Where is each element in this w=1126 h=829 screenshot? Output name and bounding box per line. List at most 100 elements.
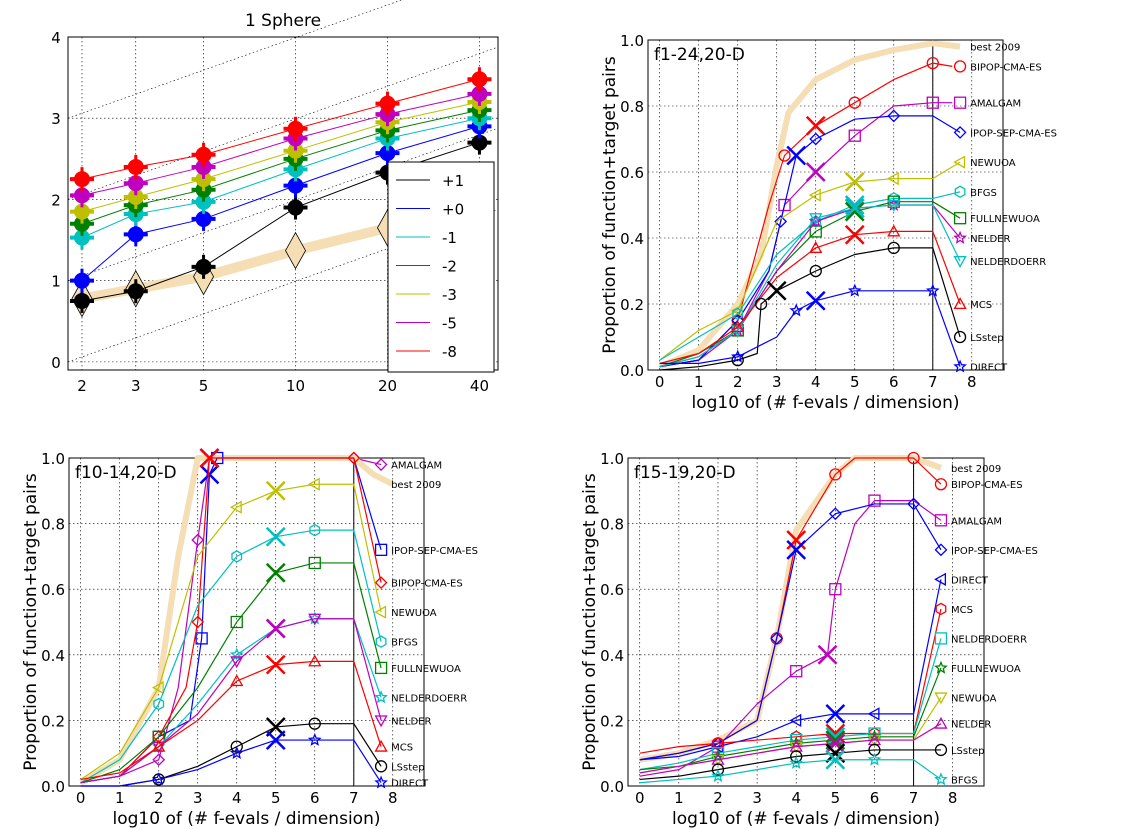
best-2009-curve [639, 455, 942, 763]
legend-marker [374, 543, 388, 556]
curve-marker [848, 96, 861, 109]
y-tick-label: 0.0 [41, 778, 65, 796]
ecdf-curve [80, 483, 382, 780]
legend-marker [374, 690, 388, 704]
curve-marker [828, 507, 842, 521]
reference-diagonal [67, 0, 403, 119]
x-axis-label: log10 of (# f-evals / dimension) [672, 809, 940, 829]
best-2009-marker [285, 231, 306, 270]
data-point [195, 210, 212, 227]
x-tick-label: 1 [115, 789, 125, 807]
ecdf-curve [659, 201, 961, 368]
data-point [287, 199, 304, 216]
legend-marker [934, 572, 947, 586]
legend-marker [934, 514, 948, 527]
series-label: NELDERDOERR [951, 634, 1027, 645]
series-label: AMALGAM [391, 461, 442, 472]
y-tick-label: 2 [51, 191, 61, 209]
y-tick-label: 3 [51, 110, 61, 128]
plot-frame [68, 457, 425, 787]
x-axis-label: log10 of (# f-evals / dimension) [692, 393, 960, 413]
y-tick-label: 0.0 [600, 778, 624, 796]
ecdf-curve [80, 660, 382, 781]
curve-marker [230, 656, 244, 669]
series-label: DIRECT [391, 779, 429, 790]
plot-frame [627, 457, 985, 787]
y-tick-label: 4 [51, 29, 61, 47]
ecdf-curve [639, 723, 942, 774]
ecdf-curve [659, 290, 961, 367]
curve-marker [926, 96, 939, 109]
x-tick-label: 40 [470, 377, 489, 395]
y-axis-label: Proportion of function+target pairs [600, 56, 620, 354]
legend-label: -5 [442, 315, 457, 333]
curve-marker [829, 583, 842, 596]
series-label: NELDERDOERR [970, 257, 1046, 268]
series-label: BFGS [391, 638, 418, 649]
series-label: NELDER [970, 234, 1010, 245]
curve-marker [809, 241, 823, 253]
series-label: MCS [970, 300, 992, 311]
x-tick-label: 8 [388, 789, 398, 807]
legend-marker [934, 716, 948, 729]
data-point [195, 193, 212, 210]
curve-marker [809, 225, 822, 238]
data-point [73, 229, 90, 246]
series-label: BIPOP-CMA-ES [970, 62, 1042, 73]
legend-marker [953, 96, 967, 109]
x-tick-label: 4 [811, 373, 821, 391]
series-label: FULLNEWUOA [391, 664, 461, 675]
series-label: IPOP-SEP-CMA-ES [970, 128, 1057, 139]
curve-marker [778, 198, 791, 212]
best-2009-curve [79, 455, 395, 786]
x-tick-label: 1 [674, 789, 684, 807]
curve-marker [847, 283, 862, 297]
curve-marker [308, 717, 321, 730]
series-label: LSstep [951, 746, 985, 757]
x-tick-label: 0 [655, 373, 665, 391]
ecdf-curve [80, 739, 382, 787]
curve-marker [195, 632, 208, 645]
panel-title: f10-14,20-D [75, 463, 177, 483]
legend-marker [934, 692, 948, 705]
median-cross-marker [825, 733, 846, 754]
y-tick-label: 0.4 [41, 647, 65, 665]
x-tick-label: 5 [271, 789, 281, 807]
curve-marker [789, 736, 804, 750]
curve-marker [151, 772, 166, 786]
series-label: BFGS [970, 188, 997, 199]
ecdf-curve [639, 579, 942, 761]
data-point [287, 177, 304, 194]
ecdf-curve [80, 618, 382, 784]
x-tick-label: 1 [694, 373, 704, 391]
x-tick-label: 20 [378, 377, 397, 395]
curve-marker [809, 132, 823, 146]
series-label: NEWUOA [951, 693, 997, 704]
reference-diagonal [67, 46, 499, 200]
series-label: NELDER [951, 720, 991, 731]
x-tick-label: 3 [193, 789, 203, 807]
series-line [81, 78, 480, 180]
legend-marker [953, 256, 967, 268]
x-tick-label: 0 [635, 789, 645, 807]
curve-marker [230, 615, 243, 629]
series-label: NEWUOA [970, 158, 1016, 169]
curve-marker [887, 109, 901, 123]
legend-marker [953, 297, 967, 310]
curve-marker [790, 750, 803, 763]
legend-marker [935, 602, 947, 616]
ecdf-curve [659, 191, 961, 361]
median-cross-marker [265, 730, 286, 750]
curve-marker [789, 713, 802, 728]
legend-label: +0 [442, 201, 464, 219]
x-tick-label: 5 [199, 377, 209, 395]
legend-marker [953, 330, 967, 344]
y-tick-label: 0.8 [600, 516, 624, 534]
curve-marker [774, 215, 788, 228]
series-label: LSstep [391, 762, 425, 773]
legend-marker [374, 576, 388, 590]
curve-marker [925, 283, 940, 297]
x-tick-label: 8 [967, 373, 977, 391]
curve-marker [152, 753, 166, 767]
